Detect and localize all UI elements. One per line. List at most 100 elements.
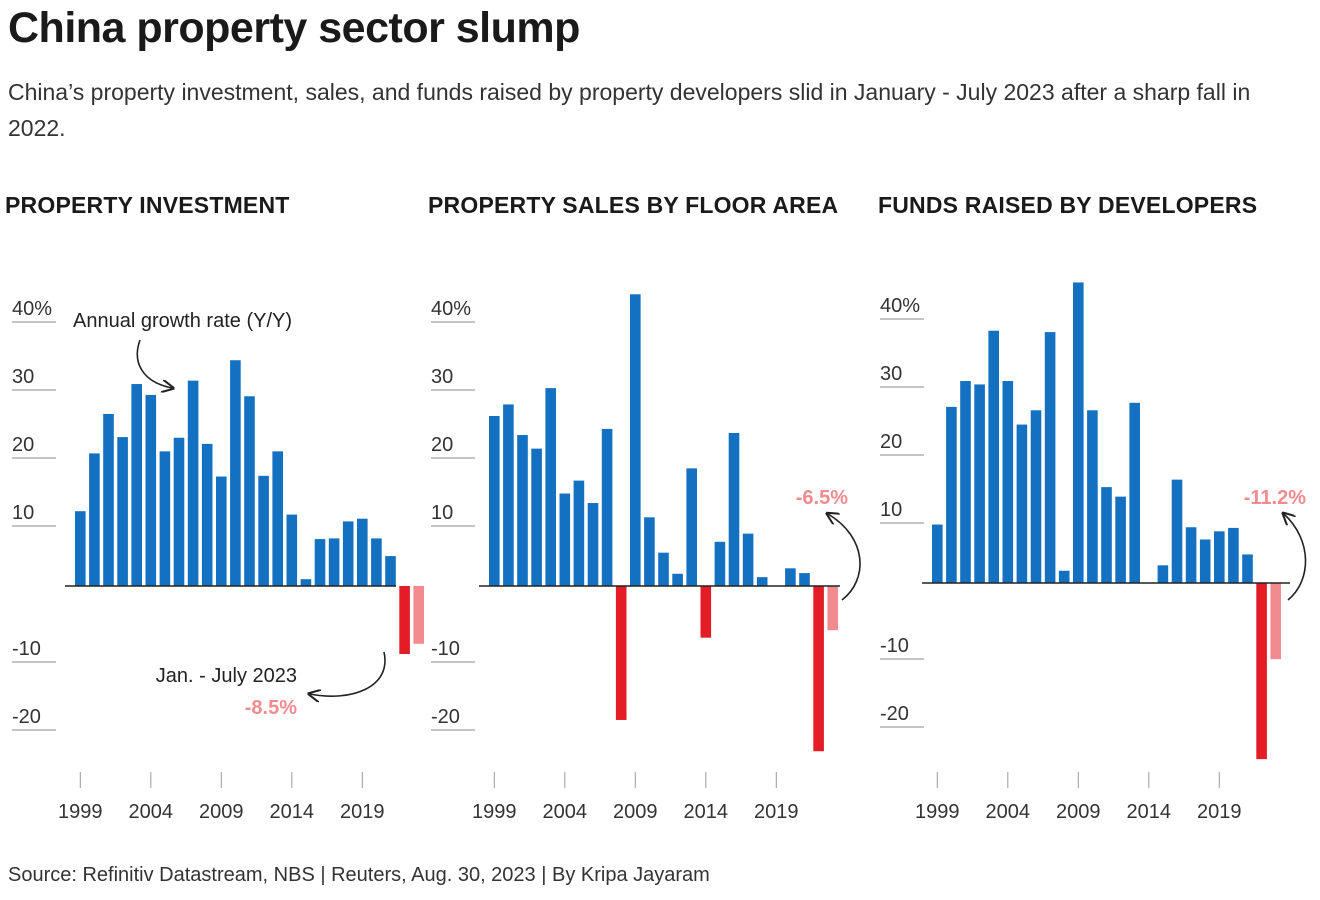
x-tick-label: 2004	[129, 801, 174, 823]
bar-2000	[946, 406, 957, 583]
arrow-to-investment-bar	[310, 651, 386, 696]
y-tick-label: -20	[12, 706, 41, 728]
y-tick-label: -10	[431, 638, 460, 660]
bar-2012	[258, 475, 269, 586]
value-label-investment: -8.5%	[245, 697, 297, 719]
bar-2000	[503, 404, 514, 586]
chart-title-property-sales: PROPERTY SALES BY FLOOR AREA	[428, 192, 839, 218]
y-tick-label: 40%	[880, 295, 920, 317]
bar-2010	[644, 517, 655, 586]
y-tick-label: 20	[12, 434, 34, 456]
bar-2020	[371, 538, 382, 586]
bar-2015	[300, 579, 312, 586]
y-tick-label: -10	[880, 635, 909, 657]
x-tick-label: 2014	[270, 801, 315, 823]
x-tick-label: 1999	[915, 801, 960, 823]
arrow-to-funds-label	[1284, 514, 1307, 601]
bar-2020	[785, 568, 796, 586]
bar-2000	[89, 453, 100, 586]
bar-2005	[1016, 424, 1028, 583]
bar-1999	[932, 524, 943, 583]
bar-2004	[1002, 381, 1014, 583]
chart-panel-2: 40% 30 20 10 -10 -20 1999 2004 2009 2014 2019	[880, 282, 1290, 823]
bar-1999	[75, 511, 86, 586]
x-tick-label: 2004	[986, 801, 1031, 823]
bar-2007	[187, 380, 199, 586]
bar-2018	[756, 577, 768, 586]
series-label-annotation: Annual growth rate (Y/Y)	[73, 310, 292, 332]
x-tick-label: 2019	[1197, 801, 1242, 823]
bar-2009	[216, 476, 227, 586]
bar-2012	[672, 573, 683, 586]
bar-2013	[1129, 402, 1140, 583]
bar-2015	[1157, 565, 1169, 583]
bar-2019	[1214, 531, 1225, 583]
y-tick-label: 40%	[431, 298, 471, 320]
bar-2004	[145, 394, 157, 586]
bar-2006	[587, 503, 599, 586]
bar-2015	[714, 541, 726, 586]
bar-2001	[960, 381, 971, 583]
y-tick-label: 30	[880, 363, 902, 385]
bar-2012	[1115, 496, 1126, 583]
bar-2009	[630, 294, 641, 586]
bar-2014	[700, 586, 712, 638]
x-tick-label: 2009	[199, 801, 244, 823]
y-tick-label: 10	[12, 502, 34, 524]
y-tick-label: 20	[431, 434, 453, 456]
y-tick-label: -20	[880, 703, 909, 725]
y-tick-label: 10	[431, 502, 453, 524]
bar-2023	[827, 586, 838, 631]
page-title: China property sector slump	[8, 4, 580, 52]
value-label-funds: -11.2%	[1244, 487, 1306, 509]
bar-2002	[117, 437, 128, 586]
bar-2008	[201, 443, 213, 586]
bar-2010	[230, 360, 241, 586]
bar-2016	[1171, 479, 1183, 583]
bar-2005	[573, 480, 585, 586]
y-tick-label: 10	[880, 499, 902, 521]
x-tick-label: 2014	[1127, 801, 1172, 823]
x-tick-label: 2014	[684, 801, 729, 823]
chart-panel-0: 40% 30 20 10 -10 -20 1999 2004 2009 2014 2019	[12, 298, 424, 823]
bar-2018	[1199, 539, 1211, 583]
x-tick-label: 1999	[58, 801, 103, 823]
bar-2013	[686, 468, 697, 586]
bar-2023	[413, 586, 424, 644]
bar-2007	[601, 428, 613, 586]
bar-2002	[974, 384, 985, 583]
chart-panel-1: 40% 30 20 10 -10 -20 1999 2004 2009 2014 2019	[431, 294, 840, 823]
x-tick-label: 2009	[613, 801, 658, 823]
bar-2007	[1044, 332, 1056, 583]
y-tick-label: 30	[431, 366, 453, 388]
bar-2003	[131, 384, 142, 586]
bar-2009	[1073, 282, 1084, 583]
bar-2021	[385, 556, 396, 586]
bar-2002	[531, 448, 542, 586]
bar-2011	[244, 396, 255, 586]
x-tick-label: 2019	[340, 801, 385, 823]
bar-2011	[658, 552, 669, 586]
bar-2022	[399, 586, 410, 654]
bar-2004	[559, 493, 571, 586]
bar-2008	[1058, 570, 1070, 583]
bar-2017	[1185, 527, 1197, 583]
x-tick-label: 2004	[543, 801, 588, 823]
bar-2014	[286, 514, 298, 586]
bar-2011	[1101, 487, 1112, 583]
y-tick-label: 30	[12, 366, 34, 388]
chart-title-property-investment: PROPERTY INVESTMENT	[5, 192, 290, 218]
bar-2016	[728, 433, 740, 586]
bar-2022	[813, 586, 824, 752]
bar-2013	[272, 451, 283, 586]
bar-2005	[159, 451, 171, 586]
bar-2021	[799, 573, 810, 586]
bar-2001	[517, 435, 528, 586]
y-tick-label: -10	[12, 638, 41, 660]
bar-2006	[173, 437, 185, 586]
source-note: Source: Refinitiv Datastream, NBS | Reut…	[8, 864, 710, 886]
y-tick-label: 20	[880, 431, 902, 453]
bar-1999	[489, 416, 500, 586]
bar-2022	[1256, 583, 1267, 760]
